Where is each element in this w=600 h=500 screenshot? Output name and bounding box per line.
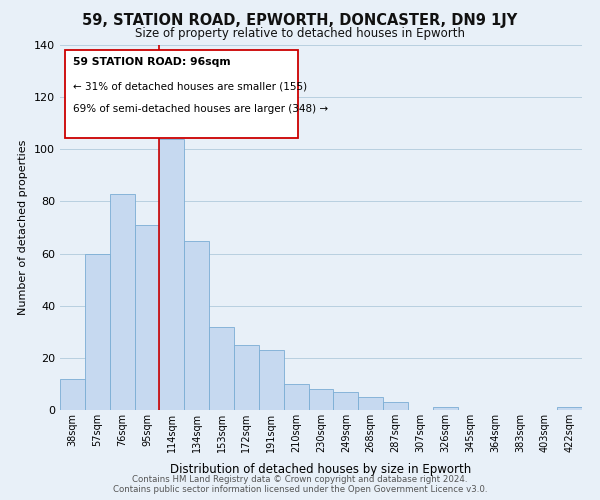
Text: 59, STATION ROAD, EPWORTH, DONCASTER, DN9 1JY: 59, STATION ROAD, EPWORTH, DONCASTER, DN…	[82, 12, 518, 28]
Bar	[334, 392, 358, 410]
Text: ← 31% of detached houses are smaller (155): ← 31% of detached houses are smaller (15…	[73, 82, 307, 92]
Bar	[433, 408, 458, 410]
Text: Contains HM Land Registry data © Crown copyright and database right 2024.: Contains HM Land Registry data © Crown c…	[132, 475, 468, 484]
Bar	[259, 350, 284, 410]
Bar	[209, 326, 234, 410]
Bar	[358, 397, 383, 410]
Text: Contains public sector information licensed under the Open Government Licence v3: Contains public sector information licen…	[113, 485, 487, 494]
Text: 59 STATION ROAD: 96sqm: 59 STATION ROAD: 96sqm	[73, 57, 230, 67]
Bar	[85, 254, 110, 410]
Bar	[234, 345, 259, 410]
FancyBboxPatch shape	[65, 50, 298, 138]
Bar	[383, 402, 408, 410]
Bar	[184, 240, 209, 410]
Bar	[134, 225, 160, 410]
Bar	[308, 389, 334, 410]
X-axis label: Distribution of detached houses by size in Epworth: Distribution of detached houses by size …	[170, 464, 472, 476]
Bar	[110, 194, 134, 410]
Bar	[284, 384, 308, 410]
Bar	[557, 408, 582, 410]
Y-axis label: Number of detached properties: Number of detached properties	[19, 140, 28, 315]
Bar	[60, 378, 85, 410]
Text: 69% of semi-detached houses are larger (348) →: 69% of semi-detached houses are larger (…	[73, 104, 328, 115]
Bar	[160, 139, 184, 410]
Text: Size of property relative to detached houses in Epworth: Size of property relative to detached ho…	[135, 28, 465, 40]
